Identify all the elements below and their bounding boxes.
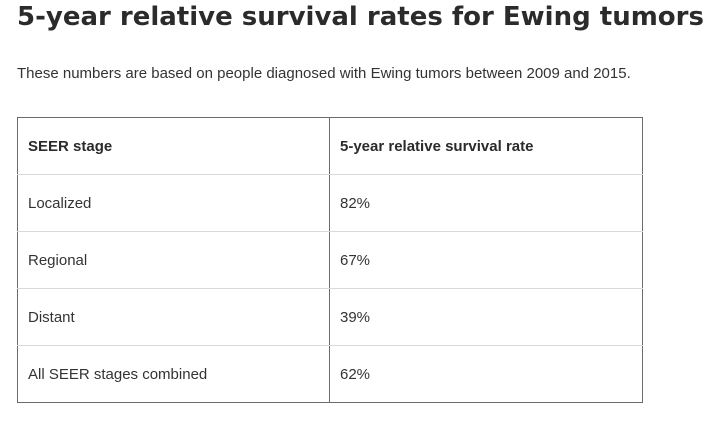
- intro-text: These numbers are based on people diagno…: [17, 65, 631, 82]
- table-header-row: SEER stage 5-year relative survival rate: [17, 117, 643, 175]
- table-row: All SEER stages combined 62%: [17, 345, 643, 403]
- stage-cell: Localized: [17, 174, 330, 232]
- table-row: Localized 82%: [17, 174, 643, 232]
- stage-cell: All SEER stages combined: [17, 345, 330, 403]
- rate-cell: 82%: [329, 174, 643, 232]
- header-seer-stage: SEER stage: [17, 117, 330, 175]
- page-title: 5-year relative survival rates for Ewing…: [17, 2, 704, 32]
- table-row: Regional 67%: [17, 231, 643, 289]
- rate-cell: 67%: [329, 231, 643, 289]
- survival-rates-table: SEER stage 5-year relative survival rate…: [17, 117, 643, 403]
- rate-cell: 39%: [329, 288, 643, 346]
- table-row: Distant 39%: [17, 288, 643, 346]
- stage-cell: Distant: [17, 288, 330, 346]
- rate-cell: 62%: [329, 345, 643, 403]
- stage-cell: Regional: [17, 231, 330, 289]
- header-survival-rate: 5-year relative survival rate: [329, 117, 643, 175]
